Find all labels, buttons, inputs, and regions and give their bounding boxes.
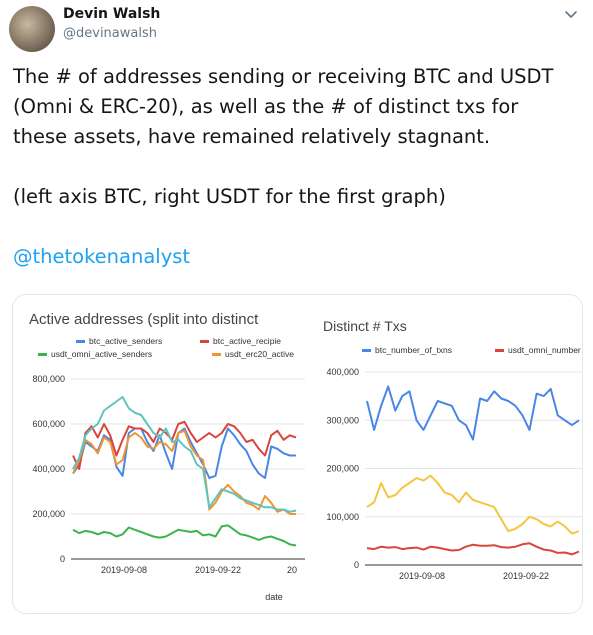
x-tick-label: 2019-09-22 [195, 565, 241, 575]
legend-label: btc_number_of_txns [375, 345, 452, 355]
active-addresses-chart-svg: Active addresses (split into distinct btc… [29, 311, 305, 602]
x-tick-label: 2019-09-08 [101, 565, 147, 575]
author-handle[interactable]: @devinawalsh [63, 26, 157, 41]
y-tick-label: 800,000 [32, 374, 65, 384]
y-tick-label: 0 [60, 554, 65, 564]
chart-title: Distinct # Txs [323, 318, 407, 334]
y-tick-label: 600,000 [32, 419, 65, 429]
legend-swatch [76, 340, 85, 343]
series-line-usdt_active [72, 396, 297, 513]
y-tick-label: 100,000 [326, 512, 359, 522]
author-name[interactable]: Devin Walsh [63, 6, 161, 22]
y-tick-label: 200,000 [32, 509, 65, 519]
tweet-paragraph-2: (left axis BTC, right USDT for the first… [13, 185, 446, 208]
tweet-paragraph-1: The # of addresses sending or receiving … [13, 65, 554, 148]
distinct-txs-chart-svg: Distinct # Txs btc_number_of_txns usdt_omn… [323, 318, 583, 581]
chart-title: Active addresses (split into distinct [29, 311, 259, 328]
x-tick-label: 2019-09-22 [503, 571, 549, 581]
series-line-usdt_erc20_number [366, 474, 580, 535]
series-line-usdt_omni_number [366, 542, 580, 556]
legend-label: btc_active_recipie [213, 336, 281, 346]
chart-active-addresses: Active addresses (split into distinct btc… [13, 295, 305, 613]
series-line-btc_active_senders [72, 427, 296, 479]
series-line-btc_number_of_txns [366, 385, 580, 441]
x-tick-label: 20 [287, 565, 297, 575]
legend-swatch [495, 349, 504, 352]
media-divider [308, 295, 311, 613]
legend-swatch [38, 353, 47, 356]
mention-link[interactable]: @thetokenanalyst [13, 245, 191, 268]
y-tick-label: 300,000 [326, 415, 359, 425]
series-line-usdt_omni_active_senders [72, 524, 297, 547]
legend-label: usdt_omni_number [508, 345, 581, 355]
series-line-usdt_erc20_active [72, 429, 296, 515]
legend-label: usdt_omni_active_senders [51, 349, 152, 359]
series-line-btc_active_recipie [72, 420, 297, 470]
tweet-media[interactable]: Active addresses (split into distinct btc… [12, 294, 583, 614]
legend-swatch [200, 340, 209, 343]
legend-swatch [362, 349, 371, 352]
chevron-down-icon[interactable] [563, 6, 579, 22]
legend-swatch [212, 353, 221, 356]
x-axis-label: date [265, 592, 283, 602]
y-tick-label: 400,000 [326, 367, 359, 377]
avatar[interactable] [9, 6, 55, 52]
tweet-text: The # of addresses sending or receiving … [13, 62, 573, 272]
x-tick-label: ( [582, 571, 583, 581]
y-tick-label: 0 [354, 560, 359, 570]
legend-label: usdt_erc20_active [225, 349, 294, 359]
legend-label: btc_active_senders [89, 336, 162, 346]
y-tick-label: 200,000 [326, 464, 359, 474]
chart-distinct-txs: Distinct # Txs btc_number_of_txns usdt_omn… [315, 295, 582, 613]
y-tick-label: 400,000 [32, 464, 65, 474]
x-tick-label: 2019-09-08 [399, 571, 445, 581]
